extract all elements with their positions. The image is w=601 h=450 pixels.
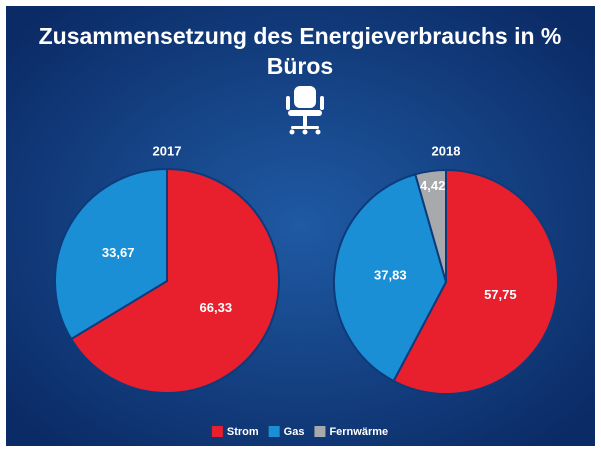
pie-slice — [392, 168, 559, 395]
pie-title: 2017 — [153, 143, 182, 158]
data-label: 66,33 — [200, 300, 233, 315]
chart-subtitle: Büros — [267, 53, 333, 79]
legend-label: Fernwärme — [329, 426, 388, 438]
legend-swatch — [211, 426, 223, 437]
legend-label: Gas — [284, 426, 305, 438]
data-label: 37,83 — [374, 268, 407, 283]
pie-title: 2018 — [432, 143, 461, 158]
pie-slice — [54, 167, 168, 341]
pie-slice — [69, 167, 280, 394]
legend-swatch — [268, 426, 280, 437]
pie-slice — [414, 168, 447, 283]
pie-slice — [333, 173, 448, 383]
data-label: 33,67 — [102, 245, 135, 260]
chair-icon — [286, 86, 324, 135]
legend-swatch — [314, 426, 326, 437]
data-label: 57,75 — [484, 287, 517, 302]
chart-title: Zusammensetzung des Energieverbrauchs in… — [39, 23, 562, 49]
legend-label: Strom — [227, 426, 259, 438]
data-label: 4,42 — [420, 178, 445, 193]
